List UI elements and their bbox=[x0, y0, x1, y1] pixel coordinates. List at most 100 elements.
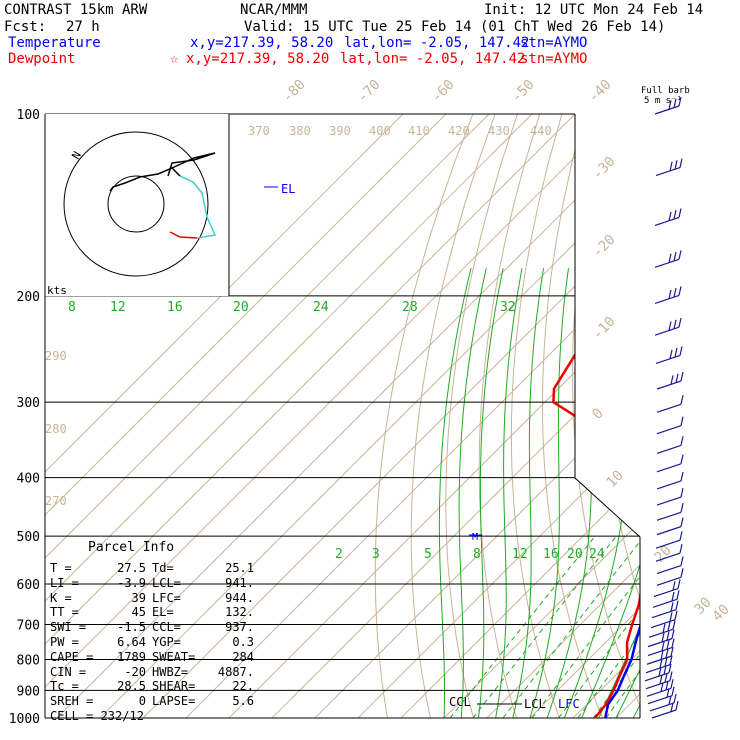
mixing-ratio-tick-label: 24 bbox=[313, 300, 329, 315]
parcel-param-name: SWI = bbox=[50, 620, 87, 635]
model-title: CONTRAST 15km ARW bbox=[4, 2, 148, 18]
wind-barb-flag bbox=[670, 702, 674, 712]
parcel-row: CIN = -20 HWBZ= 4887. bbox=[50, 665, 254, 680]
parcel-param-name: LAPSE= bbox=[152, 694, 196, 709]
parcel-param-name: PW = bbox=[50, 634, 79, 649]
lcl-label: LCL bbox=[524, 697, 546, 711]
parcel-param-name: YGP= bbox=[152, 634, 181, 649]
wind-barb bbox=[647, 695, 673, 705]
wind-barb-flag bbox=[679, 346, 683, 356]
parcel-info-title: Parcel Info bbox=[88, 540, 175, 555]
wind-barb-flag bbox=[659, 658, 663, 669]
wind-barb-flag bbox=[675, 600, 679, 610]
wind-barb bbox=[655, 354, 681, 365]
wind-barb bbox=[647, 638, 673, 648]
parcel-param-name: SREH = bbox=[50, 694, 94, 709]
hodograph-background bbox=[45, 114, 229, 296]
wind-barb-flag bbox=[680, 517, 684, 527]
wind-barb-flag bbox=[668, 321, 672, 331]
isotherm-line bbox=[702, 114, 740, 718]
dewpoint-stn: stn=AYMO bbox=[520, 51, 588, 67]
wind-barb-flag bbox=[678, 318, 682, 328]
moist-adiabat-line bbox=[495, 268, 523, 718]
wind-barb bbox=[651, 709, 677, 719]
wind-barb bbox=[656, 403, 682, 413]
parcel-param-value: 39 bbox=[131, 590, 146, 605]
wind-barb-flag bbox=[680, 568, 684, 578]
temperature-xy: x,y=217.39, 58.20 bbox=[190, 35, 334, 51]
parcel-param-value: 941. bbox=[225, 575, 254, 590]
parcel-row: LI = -3.9 LCL= 941. bbox=[50, 576, 254, 591]
wind-barb-flag bbox=[668, 253, 672, 263]
moist-adiabat-line bbox=[477, 268, 504, 718]
wind-barb-flag bbox=[678, 250, 682, 260]
wind-barb-flag bbox=[669, 612, 673, 622]
wind-barb bbox=[656, 511, 682, 521]
wind-barb-flag bbox=[668, 695, 672, 705]
parcel-param-value: 6.64 bbox=[117, 634, 146, 649]
parcel-param-value: -20 bbox=[124, 664, 146, 679]
isotherm-tick-label: -70 bbox=[355, 77, 384, 106]
isotherm-tick-label: -80 bbox=[280, 77, 309, 106]
wind-barb-flag bbox=[672, 620, 676, 630]
parcel-info-table: T = 27.5 Td= 25.1 LI = -3.9 LCL= 941. K = 39 LFC= 9… bbox=[50, 561, 254, 709]
fcst-label: Fcst: bbox=[4, 19, 47, 35]
wind-barb bbox=[656, 444, 682, 454]
mixing-ratio-tick-label: 12 bbox=[512, 547, 528, 562]
wind-barb-flag bbox=[673, 98, 677, 108]
parcel-param-value: 25.1 bbox=[225, 561, 254, 575]
mixing-ratio-tick-label: 8 bbox=[68, 300, 76, 315]
parcel-param-name: SWEAT= bbox=[152, 649, 196, 664]
hodograph-trace-low bbox=[169, 231, 198, 239]
parcel-param-name: SHEAR= bbox=[152, 679, 196, 694]
wind-barb-flag bbox=[666, 631, 670, 641]
isotherm-tick-label: -60 bbox=[429, 77, 458, 106]
mixing-ratio-line bbox=[577, 535, 640, 718]
wind-barb-flag bbox=[666, 688, 670, 698]
theta-tick-label: 440 bbox=[530, 124, 552, 138]
dry-adiabat-line bbox=[572, 114, 640, 718]
init-time: Init: 12 UTC Mon 24 Feb 14 bbox=[484, 2, 704, 18]
isotherm-tick-label: 0 bbox=[590, 406, 607, 423]
isotherm-tick-label: -50 bbox=[509, 77, 538, 106]
pressure-tick-label: 700 bbox=[17, 618, 40, 633]
dry-adiabat-line bbox=[410, 114, 496, 718]
wind-barb-flag bbox=[673, 210, 677, 220]
parcel-param-name: LCL= bbox=[152, 575, 181, 590]
dry-adiabat-line bbox=[684, 114, 740, 718]
dry-adiabat-line bbox=[657, 114, 740, 718]
parcel-param-value: 1789 bbox=[117, 649, 146, 664]
parcel-row: CAPE = 1789 SWEAT= 284 bbox=[50, 650, 254, 665]
barb-header-line1: Full barb bbox=[641, 86, 690, 96]
parcel-row: PW = 6.64 YGP= 0.3 bbox=[50, 635, 254, 650]
wind-barb-flag bbox=[671, 591, 675, 602]
dewpoint-xy: x,y=217.39, 58.20 bbox=[186, 51, 330, 67]
dry-adiabat-line bbox=[629, 114, 640, 718]
isotherm-line bbox=[99, 114, 640, 718]
wind-barb-flag bbox=[665, 680, 669, 691]
pressure-tick-label: 100 bbox=[17, 108, 40, 123]
wind-barb-flag bbox=[680, 487, 684, 498]
wind-barb-flag bbox=[662, 623, 666, 633]
theta-tick-label: 420 bbox=[448, 124, 470, 138]
moist-adiabat-line bbox=[438, 268, 472, 718]
wind-barb-flag bbox=[680, 454, 684, 464]
isotherm-tick-label: 10 bbox=[604, 468, 627, 491]
isotherm-line bbox=[314, 114, 640, 718]
hodograph-unit-label: kts bbox=[47, 284, 67, 297]
moist-adiabat-line bbox=[529, 268, 569, 718]
wind-barb-flag bbox=[670, 679, 674, 689]
dry-adiabat-line bbox=[374, 114, 474, 718]
wind-barb-flag bbox=[679, 544, 683, 554]
mixing-ratio-tick-label: 16 bbox=[167, 300, 183, 315]
pressure-tick-label: 600 bbox=[17, 578, 40, 593]
mixing-ratio-tick-label: 12 bbox=[110, 300, 126, 315]
wind-barb-flag bbox=[659, 674, 663, 685]
mixing-ratio-tick-label: 20 bbox=[233, 300, 249, 315]
m-label: M bbox=[472, 532, 479, 543]
wind-barb bbox=[644, 672, 670, 682]
wind-barb-flag bbox=[673, 319, 677, 329]
wind-barb-flag bbox=[678, 208, 682, 218]
wind-barb-flag bbox=[664, 657, 668, 667]
